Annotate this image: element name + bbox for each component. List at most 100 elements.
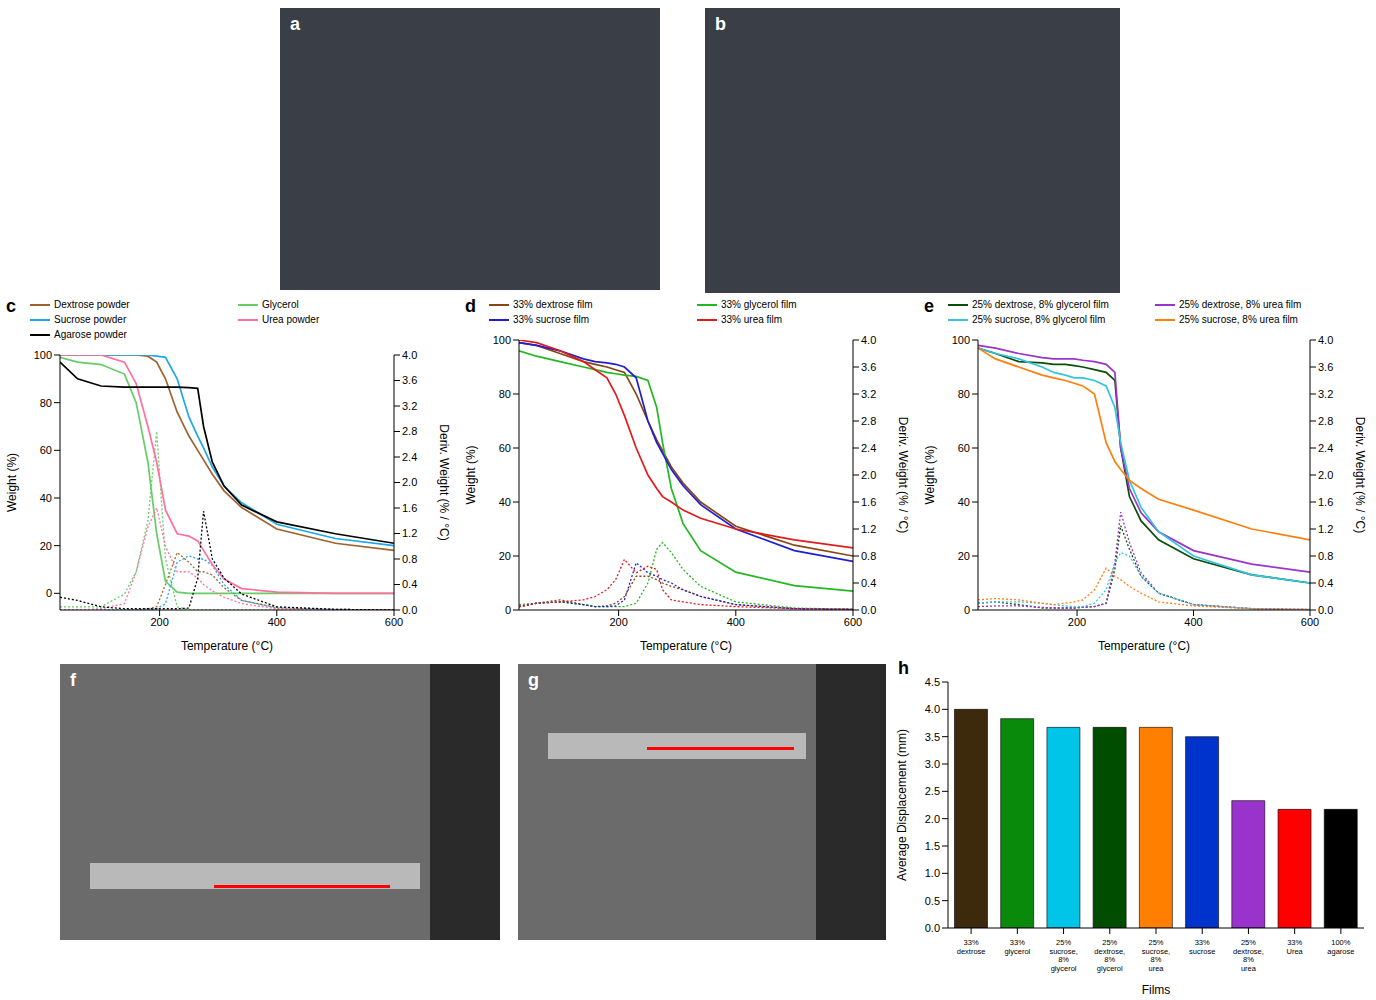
svg-text:3.2: 3.2 (861, 388, 876, 400)
svg-text:80: 80 (40, 397, 52, 409)
svg-text:100: 100 (493, 334, 511, 346)
svg-text:2.4: 2.4 (861, 442, 876, 454)
svg-text:0.5: 0.5 (925, 895, 940, 907)
svg-text:0.0: 0.0 (925, 922, 940, 934)
svg-text:2.8: 2.8 (861, 415, 876, 427)
svg-text:Temperature (°C): Temperature (°C) (640, 639, 732, 653)
svg-text:25%dextrose,8%urea: 25%dextrose,8%urea (1233, 938, 1264, 973)
svg-text:0.8: 0.8 (861, 550, 876, 562)
svg-text:1.6: 1.6 (1318, 496, 1333, 508)
svg-text:1.2: 1.2 (402, 527, 417, 539)
svg-text:1.2: 1.2 (1318, 523, 1333, 535)
svg-text:600: 600 (385, 616, 403, 628)
svg-text:25%sucrose,8%urea: 25%sucrose,8%urea (1142, 938, 1170, 973)
svg-text:80: 80 (958, 388, 970, 400)
svg-text:4.0: 4.0 (402, 349, 417, 361)
svg-text:3.6: 3.6 (402, 374, 417, 386)
svg-text:200: 200 (1068, 616, 1086, 628)
svg-text:0.8: 0.8 (1318, 550, 1333, 562)
svg-text:20: 20 (958, 550, 970, 562)
svg-text:0.0: 0.0 (861, 604, 876, 616)
svg-text:2.4: 2.4 (402, 451, 417, 463)
svg-text:0: 0 (964, 604, 970, 616)
svg-text:33%glycerol: 33%glycerol (1004, 938, 1030, 956)
html-text:b: b (715, 14, 726, 34)
svg-text:400: 400 (268, 616, 286, 628)
html-text:d: d (465, 296, 476, 316)
svg-text:400: 400 (1184, 616, 1202, 628)
svg-text:0.4: 0.4 (1318, 577, 1333, 589)
svg-text:2.8: 2.8 (402, 425, 417, 437)
svg-text:4.5: 4.5 (925, 676, 940, 688)
svg-text:60: 60 (958, 442, 970, 454)
svg-text:Temperature (°C): Temperature (°C) (181, 639, 273, 653)
svg-text:Temperature (°C): Temperature (°C) (1098, 639, 1190, 653)
svg-text:3.2: 3.2 (402, 400, 417, 412)
svg-text:60: 60 (499, 442, 511, 454)
svg-text:600: 600 (1301, 616, 1319, 628)
svg-text:25%dextrose,8%glycerol: 25%dextrose,8%glycerol (1094, 938, 1125, 973)
svg-text:0: 0 (46, 587, 52, 599)
svg-text:25%sucrose,8%glycerol: 25%sucrose,8%glycerol (1049, 938, 1077, 973)
svg-text:100: 100 (952, 334, 970, 346)
svg-text:3.0: 3.0 (925, 758, 940, 770)
svg-text:2.0: 2.0 (402, 476, 417, 488)
html-text:33% dextrose film: 33% dextrose film (513, 299, 593, 310)
svg-text:40: 40 (40, 492, 52, 504)
svg-text:4.0: 4.0 (861, 334, 876, 346)
svg-text:1.2: 1.2 (861, 523, 876, 535)
svg-text:40: 40 (499, 496, 511, 508)
svg-text:Weight (%): Weight (%) (5, 453, 19, 512)
svg-text:Deriv. Weight (% / °C): Deriv. Weight (% / °C) (896, 417, 910, 533)
svg-text:0: 0 (505, 604, 511, 616)
svg-text:80: 80 (499, 388, 511, 400)
svg-text:3.2: 3.2 (1318, 388, 1333, 400)
svg-text:Weight (%): Weight (%) (923, 445, 937, 504)
html-text:Agarose powder: Agarose powder (54, 329, 127, 340)
html-text:Dextrose powder: Dextrose powder (54, 299, 130, 310)
svg-text:0.4: 0.4 (402, 578, 417, 590)
svg-text:1.6: 1.6 (861, 496, 876, 508)
svg-text:20: 20 (40, 540, 52, 552)
svg-text:400: 400 (727, 616, 745, 628)
svg-text:0.4: 0.4 (861, 577, 876, 589)
svg-text:100: 100 (34, 349, 52, 361)
svg-text:2.0: 2.0 (1318, 469, 1333, 481)
svg-text:200: 200 (150, 616, 168, 628)
html-text:Urea powder: Urea powder (262, 314, 320, 325)
svg-text:20: 20 (499, 550, 511, 562)
svg-text:0.0: 0.0 (1318, 604, 1333, 616)
svg-text:3.6: 3.6 (1318, 361, 1333, 373)
svg-text:2.0: 2.0 (925, 813, 940, 825)
svg-text:600: 600 (844, 616, 862, 628)
svg-text:2.0: 2.0 (861, 469, 876, 481)
svg-text:1.5: 1.5 (925, 840, 940, 852)
svg-text:3.6: 3.6 (861, 361, 876, 373)
svg-text:40: 40 (958, 496, 970, 508)
svg-text:2.8: 2.8 (1318, 415, 1333, 427)
svg-text:4.0: 4.0 (925, 703, 940, 715)
svg-text:33%dextrose: 33%dextrose (957, 938, 986, 956)
svg-text:0.8: 0.8 (402, 553, 417, 565)
html-text:Sucrose powder: Sucrose powder (54, 314, 127, 325)
svg-text:Deriv. Weight (% / °C): Deriv. Weight (% / °C) (437, 424, 451, 540)
svg-text:4.0: 4.0 (1318, 334, 1333, 346)
svg-text:1.6: 1.6 (402, 502, 417, 514)
svg-text:1.0: 1.0 (925, 867, 940, 879)
svg-text:60: 60 (40, 444, 52, 456)
svg-text:200: 200 (609, 616, 627, 628)
svg-text:3.5: 3.5 (925, 731, 940, 743)
html-text:33% glycerol film: 33% glycerol film (721, 299, 797, 310)
svg-text:33%sucrose: 33%sucrose (1189, 938, 1215, 956)
svg-text:Deriv. Weight (% / °C): Deriv. Weight (% / °C) (1353, 417, 1367, 533)
svg-text:Average Displacement (mm): Average Displacement (mm) (895, 729, 909, 881)
svg-text:100%agarose: 100%agarose (1327, 938, 1354, 956)
svg-text:2.5: 2.5 (925, 785, 940, 797)
svg-text:2.4: 2.4 (1318, 442, 1333, 454)
svg-text:33%Urea: 33%Urea (1287, 938, 1304, 956)
svg-text:0.0: 0.0 (402, 604, 417, 616)
html-text:33% sucrose film: 33% sucrose film (513, 314, 590, 325)
svg-text:Weight (%): Weight (%) (464, 445, 478, 504)
svg-text:Films: Films (1142, 983, 1171, 996)
html-text:Glycerol: Glycerol (262, 299, 299, 310)
